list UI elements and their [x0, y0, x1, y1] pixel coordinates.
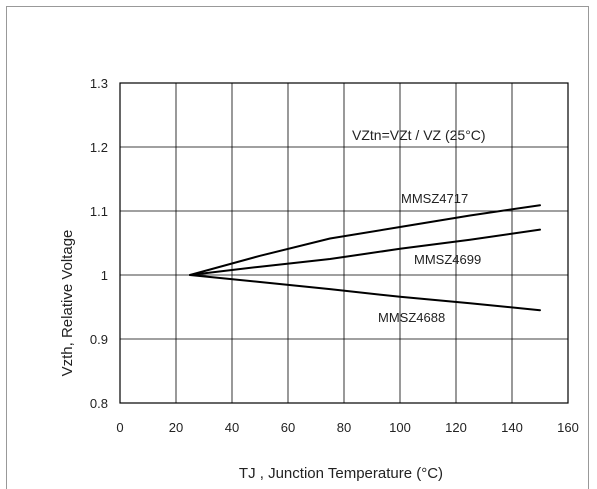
- normalization-note: VZtn=VZt / VZ (25°C): [352, 127, 486, 143]
- y-tick-label: 1.1: [90, 204, 108, 219]
- series-line-mmsz4717: [189, 204, 541, 276]
- x-tick-label: 0: [116, 420, 123, 435]
- y-axis-title: Vzth, Relative Voltage: [59, 230, 76, 377]
- y-tick-label: 1.2: [90, 140, 108, 155]
- y-tick-label: 0.9: [90, 332, 108, 347]
- series-label-mmsz4688: MMSZ4688: [378, 310, 445, 325]
- series-label-mmsz4699: MMSZ4699: [414, 252, 481, 267]
- x-tick-label: 160: [557, 420, 579, 435]
- x-tick-label: 120: [445, 420, 467, 435]
- x-tick-label: 100: [389, 420, 411, 435]
- x-tick-label: 80: [337, 420, 351, 435]
- series-layer: [189, 204, 541, 312]
- x-tick-label: 20: [169, 420, 183, 435]
- series-label-mmsz4717: MMSZ4717: [401, 191, 468, 206]
- y-tick-label: 1: [101, 268, 108, 283]
- x-tick-label: 40: [225, 420, 239, 435]
- x-tick-label: 60: [281, 420, 295, 435]
- x-tick-label: 140: [501, 420, 523, 435]
- chart-frame: [6, 6, 589, 489]
- x-axis-title: TJ , Junction Temperature (°C): [239, 465, 443, 482]
- y-tick-label: 1.3: [90, 76, 108, 91]
- grid-lines: [120, 83, 568, 403]
- plot-border: [119, 82, 569, 404]
- series-line-mmsz4688: [189, 274, 541, 312]
- series-line-mmsz4699: [189, 228, 541, 276]
- y-tick-label: 0.8: [90, 396, 108, 411]
- tick-labels: 0 20 40 60 80 100 120 140 160 0.8 0.9 1 1.1 1.2 1.3: [90, 76, 579, 435]
